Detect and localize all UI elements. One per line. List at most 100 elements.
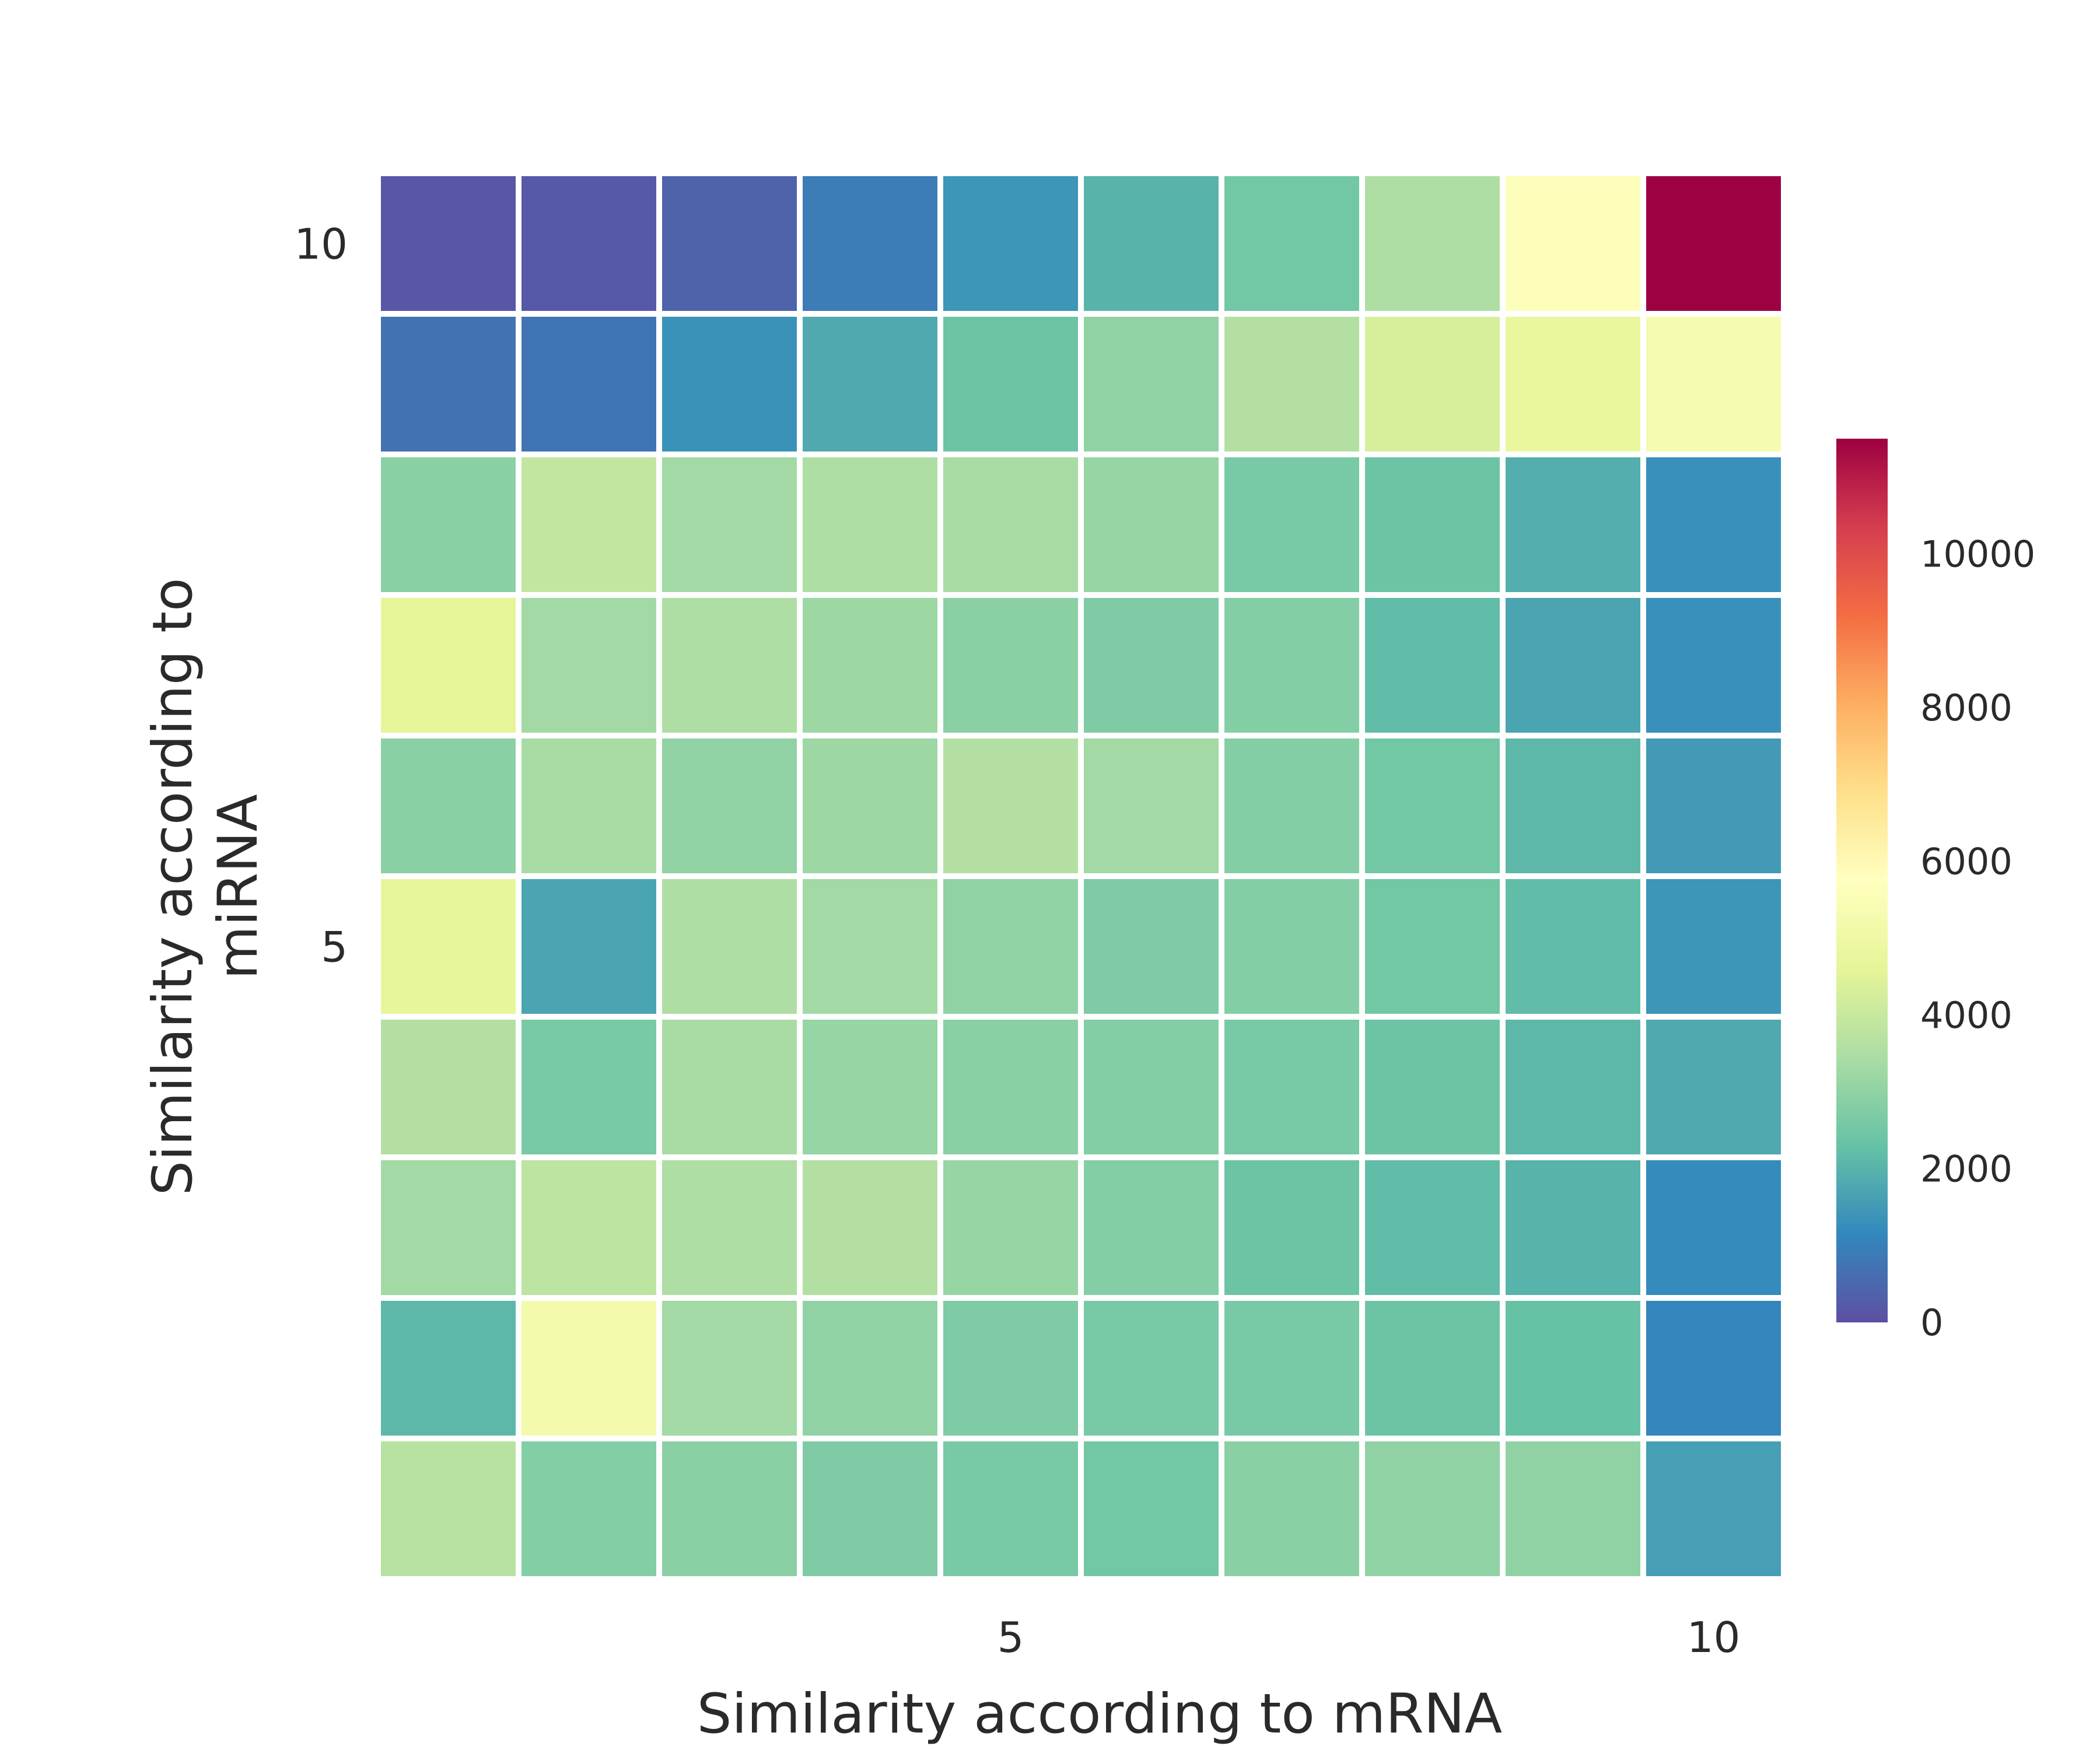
heatmap-cell [1365, 1020, 1500, 1154]
heatmap-cell [1646, 317, 1781, 452]
heatmap-cell [1084, 1441, 1219, 1576]
heatmap-cell [522, 317, 656, 452]
heatmap-cell [1224, 317, 1359, 452]
colorbar-tick-label: 4000 [1920, 994, 2013, 1037]
heatmap-cell [522, 1441, 656, 1576]
heatmap-cell [522, 738, 656, 873]
y-axis-ticks: 5 10 [294, 220, 348, 972]
heatmap-cell [522, 879, 656, 1014]
heatmap-cell [1224, 176, 1359, 311]
heatmap-cell [943, 317, 1078, 452]
heatmap-cell [1506, 457, 1640, 592]
heatmap-cell [943, 1441, 1078, 1576]
heatmap-cell [1084, 1160, 1219, 1295]
heatmap-cells [381, 176, 1781, 1576]
heatmap-cell [1224, 738, 1359, 873]
heatmap-cell [662, 1160, 797, 1295]
x-axis-ticks: 5 10 [998, 1613, 1741, 1662]
heatmap-cell [803, 738, 937, 873]
heatmap-cell [1084, 598, 1219, 733]
heatmap-cell [1646, 879, 1781, 1014]
heatmap-cell [1506, 879, 1640, 1014]
heatmap-cell [803, 1441, 937, 1576]
heatmap-cell [1365, 738, 1500, 873]
heatmap-cell [1084, 1020, 1219, 1154]
heatmap-cell [1365, 1441, 1500, 1576]
heatmap-cell [1224, 598, 1359, 733]
heatmap-cell [1646, 1301, 1781, 1436]
y-tick-label: 10 [294, 220, 348, 269]
heatmap-cell [662, 457, 797, 592]
y-axis-title-line2: miRNA [206, 794, 270, 979]
heatmap-cell [1224, 879, 1359, 1014]
heatmap-cell [1365, 176, 1500, 311]
heatmap-cell [943, 1020, 1078, 1154]
heatmap-cell [1084, 1301, 1219, 1436]
colorbar-tick-label: 10000 [1920, 533, 2035, 576]
heatmap-cell [381, 176, 516, 311]
heatmap-cell [381, 1301, 516, 1436]
heatmap-cell [1084, 317, 1219, 452]
heatmap-cell [803, 598, 937, 733]
heatmap-cell [803, 176, 937, 311]
colorbar-ticks: 0 2000 4000 6000 8000 10000 [1920, 533, 2035, 1344]
heatmap-cell [381, 1020, 516, 1154]
y-axis-title-line1: Similarity according to [141, 578, 205, 1195]
heatmap-cell [662, 1301, 797, 1436]
x-axis-title: Similarity according to mRNA [697, 1682, 1502, 1746]
heatmap-cell [522, 598, 656, 733]
heatmap-cell [1084, 176, 1219, 311]
heatmap-cell [1224, 1441, 1359, 1576]
heatmap-cell [1084, 738, 1219, 873]
heatmap-cell [943, 1160, 1078, 1295]
heatmap-cell [943, 598, 1078, 733]
heatmap-cell [1224, 457, 1359, 592]
heatmap-cell [803, 879, 937, 1014]
heatmap-cell [1646, 1160, 1781, 1295]
heatmap-cell [381, 738, 516, 873]
heatmap-cell [662, 176, 797, 311]
heatmap-cell [522, 1160, 656, 1295]
heatmap-cell [522, 457, 656, 592]
heatmap-cell [1084, 457, 1219, 592]
heatmap-cell [943, 457, 1078, 592]
heatmap-cell [803, 317, 937, 452]
heatmap-cell [662, 317, 797, 452]
heatmap-cell [1224, 1301, 1359, 1436]
heatmap-cell [662, 738, 797, 873]
x-tick-label: 5 [998, 1613, 1024, 1662]
heatmap-cell [1646, 738, 1781, 873]
heatmap-cell [1646, 457, 1781, 592]
heatmap-cell [522, 176, 656, 311]
heatmap-cell [662, 879, 797, 1014]
heatmap-cell [1365, 457, 1500, 592]
heatmap-cell [943, 176, 1078, 311]
heatmap-cell [1506, 317, 1640, 452]
heatmap-cell [1224, 1160, 1359, 1295]
colorbar-tick-label: 8000 [1920, 687, 2013, 729]
heatmap-cell [381, 317, 516, 452]
x-tick-label: 10 [1687, 1613, 1741, 1662]
heatmap-cell [1365, 879, 1500, 1014]
heatmap-cell [803, 1160, 937, 1295]
heatmap-cell [1365, 1160, 1500, 1295]
heatmap-cell [381, 879, 516, 1014]
heatmap-cell [943, 879, 1078, 1014]
heatmap-cell [1506, 738, 1640, 873]
heatmap-cell [381, 1160, 516, 1295]
heatmap-cell [943, 1301, 1078, 1436]
heatmap-cell [662, 598, 797, 733]
colorbar-tick-label: 2000 [1920, 1148, 2013, 1191]
heatmap-cell [1365, 1301, 1500, 1436]
colorbar [1836, 439, 1888, 1322]
heatmap-cell [1646, 1441, 1781, 1576]
heatmap-cell [1506, 1441, 1640, 1576]
heatmap-cell [1365, 317, 1500, 452]
heatmap-cell [1506, 598, 1640, 733]
heatmap-cell [1646, 1020, 1781, 1154]
colorbar-tick-label: 6000 [1920, 841, 2013, 883]
y-tick-label: 5 [321, 923, 348, 972]
heatmap-cell [1646, 176, 1781, 311]
heatmap-cell [1224, 1020, 1359, 1154]
